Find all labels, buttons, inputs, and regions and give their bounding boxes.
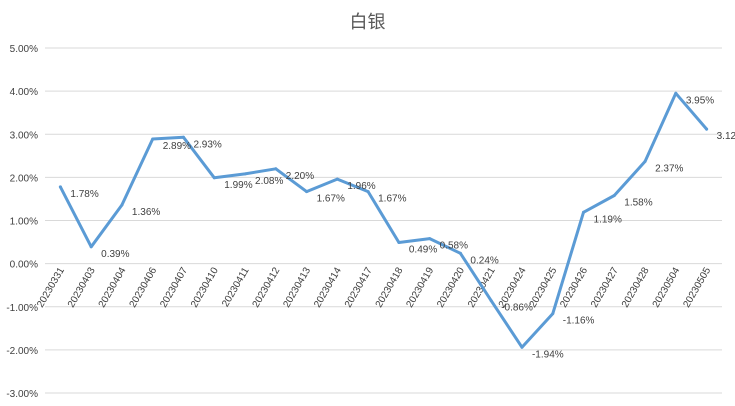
y-tick-label: 4.00%: [10, 87, 38, 98]
data-point: [58, 185, 62, 189]
chart-title: 白银: [349, 12, 386, 33]
data-point: [674, 91, 678, 95]
data-point: [705, 127, 709, 131]
data-point: [366, 190, 370, 194]
data-point: [520, 345, 524, 349]
x-tick-label: 20230412: [251, 265, 283, 309]
data-label: 2.93%: [193, 139, 221, 150]
data-label: 1.36%: [132, 207, 160, 218]
x-tick-label: 20230420: [435, 265, 467, 309]
x-tick-label: 20230504: [651, 265, 683, 309]
data-point: [243, 172, 247, 176]
data-point: [428, 237, 432, 241]
data-label: 1.96%: [347, 181, 375, 192]
data-label: 2.89%: [163, 141, 191, 152]
y-tick-label: -3.00%: [6, 389, 38, 400]
x-tick-label: 20230414: [312, 265, 344, 309]
data-point: [274, 167, 278, 171]
x-tick-label: 20230404: [97, 265, 129, 309]
data-point: [335, 177, 339, 181]
data-label: 2.37%: [655, 163, 683, 174]
x-tick-label: 20230417: [343, 265, 375, 309]
data-point: [181, 135, 185, 139]
data-point: [397, 240, 401, 244]
x-tick-label: 20230427: [589, 265, 621, 309]
data-point: [458, 251, 462, 255]
y-tick-label: 0.00%: [10, 260, 38, 271]
data-point: [89, 245, 93, 249]
data-point: [305, 190, 309, 194]
data-label: 3.12%: [717, 131, 735, 142]
data-label: -0.86%: [501, 303, 533, 314]
data-point: [212, 176, 216, 180]
data-label: -1.94%: [532, 349, 564, 360]
data-point: [120, 203, 124, 207]
x-tick-label: 20230406: [128, 265, 160, 309]
data-label: 0.58%: [440, 241, 468, 252]
data-point: [643, 159, 647, 163]
x-tick-label: 20230426: [558, 265, 590, 309]
data-label: 1.99%: [224, 180, 252, 191]
data-label: 1.19%: [594, 214, 622, 225]
x-tick-label: 20230505: [681, 265, 713, 309]
x-tick-label: 20230413: [281, 265, 313, 309]
data-label: 1.67%: [378, 194, 406, 205]
data-label: 3.95%: [686, 95, 714, 106]
y-tick-label: -1.00%: [6, 303, 38, 314]
data-label: 0.49%: [409, 244, 437, 255]
data-point: [612, 193, 616, 197]
x-tick-label: 20230331: [35, 265, 67, 309]
data-point: [551, 312, 555, 316]
x-tick-label: 20230411: [220, 265, 252, 309]
data-point: [151, 137, 155, 141]
series-line: [58, 91, 709, 349]
y-tick-label: 5.00%: [10, 44, 38, 55]
x-tick-label: 20230410: [189, 265, 221, 309]
data-label: 0.24%: [470, 255, 498, 266]
x-tick-label: 20230428: [620, 265, 652, 309]
data-label: 1.78%: [70, 189, 98, 200]
y-tick-label: 2.00%: [10, 173, 38, 184]
data-point: [489, 299, 493, 303]
data-point: [582, 210, 586, 214]
data-label: -1.16%: [563, 316, 595, 327]
x-tick-label: 20230418: [374, 265, 406, 309]
y-tick-label: 3.00%: [10, 130, 38, 141]
x-tick-label: 20230419: [404, 265, 436, 309]
x-tick-label: 20230403: [66, 265, 98, 309]
x-tick-label: 20230407: [158, 265, 190, 309]
data-label: 1.67%: [317, 194, 345, 205]
data-label: 2.08%: [255, 176, 283, 187]
data-label: 1.58%: [624, 197, 652, 208]
y-tick-label: -2.00%: [6, 346, 38, 357]
data-label: 2.20%: [286, 171, 314, 182]
data-label: 0.39%: [101, 249, 129, 260]
y-tick-label: 1.00%: [10, 217, 38, 228]
